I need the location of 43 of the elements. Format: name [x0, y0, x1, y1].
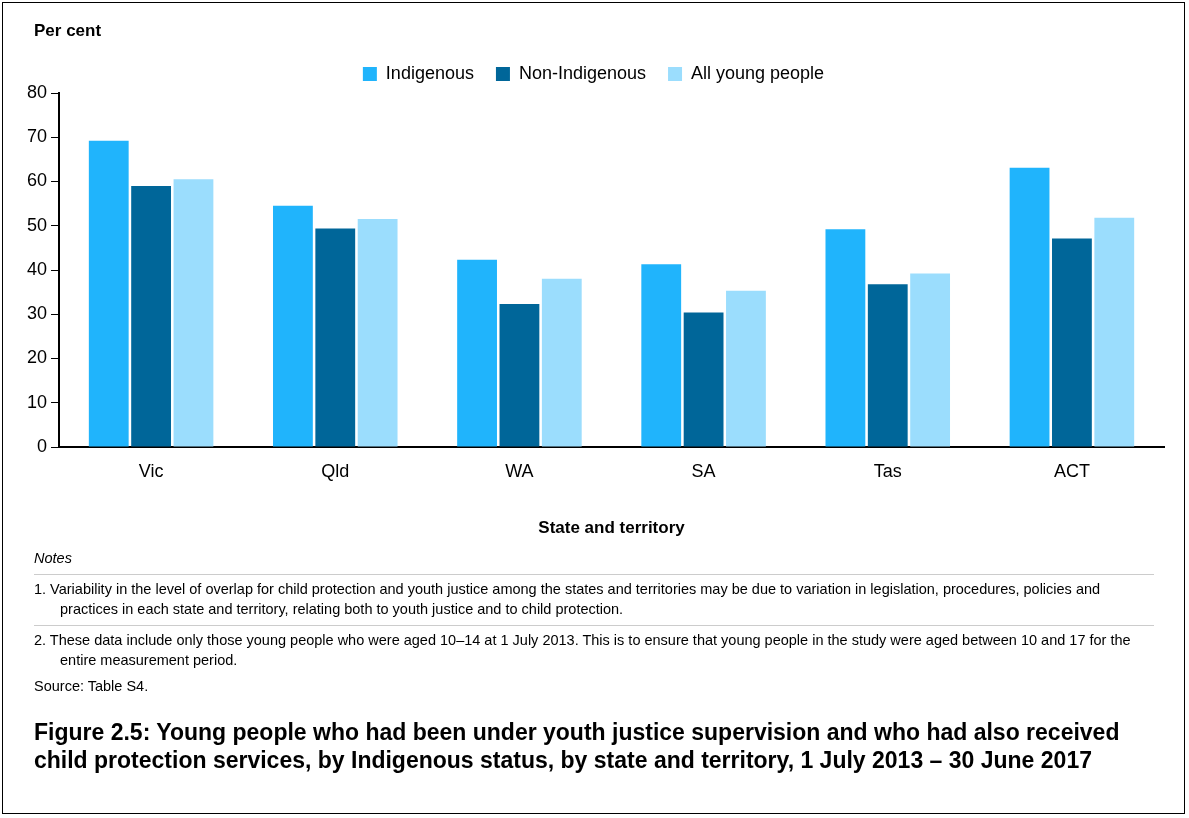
bar	[273, 205, 313, 447]
y-tick-label: 20	[26, 347, 48, 368]
legend-label: All young people	[691, 62, 825, 83]
y-tick-label: 70	[26, 126, 48, 147]
y-tick-label: 0	[37, 435, 48, 456]
x-tick-label: Vic	[138, 460, 164, 481]
text: 1. Variability in the level of overlap for child protection and youth justice among the states and territories may be due to variation in legislation, procedures, policies and practices in each state and territory, relating both to youth justice and to child protection.	[34, 574, 1154, 619]
bar	[683, 312, 724, 447]
y-tick-label: 80	[26, 81, 48, 102]
bar	[1009, 167, 1050, 447]
bar	[726, 290, 766, 447]
x-tick-label: Tas	[873, 460, 902, 481]
x-tick-label: SA	[691, 460, 716, 481]
y-tick-label: 30	[26, 303, 48, 324]
x-tick-label: WA	[505, 460, 534, 481]
y-axis-title: Per cent	[34, 21, 102, 41]
y-tick-label: 10	[26, 391, 48, 412]
x-tick-label: Qld	[321, 460, 350, 481]
y-tick-label: 40	[26, 258, 48, 279]
y-tick-label: 50	[26, 214, 48, 235]
bar	[357, 219, 398, 447]
bar	[457, 259, 497, 447]
legend-label: Indigenous	[385, 62, 474, 83]
bar	[499, 304, 540, 447]
bar	[88, 140, 129, 447]
source-note: Source: Table S4.	[34, 677, 150, 696]
text: 2. These data include only those young people who were aged 10–14 at 1 July 2013. This is to ensure that young people in the study were aged between 10 and 17 for the entire measurement period.	[34, 625, 1154, 670]
x-tick-label: ACT	[1053, 460, 1090, 481]
bar	[173, 179, 214, 447]
bar	[131, 185, 172, 447]
bar	[541, 278, 582, 447]
y-tick-label: 60	[26, 170, 48, 191]
text: Notes	[34, 549, 73, 568]
bar	[825, 229, 866, 447]
bar	[315, 228, 356, 447]
bar	[1094, 217, 1135, 447]
legend-label: Non-Indigenous	[518, 62, 647, 83]
bar	[641, 264, 682, 447]
bar	[867, 284, 908, 447]
text: Figure 2.5: Young people who had been under youth justice supervision and who had also received child protection services, by Indigenous status, by state and territory, 1 July 2013 – 30 June 2017	[34, 718, 1121, 774]
x-axis-title: State and territory	[538, 518, 686, 538]
bar	[1052, 238, 1092, 447]
bar	[910, 273, 951, 447]
